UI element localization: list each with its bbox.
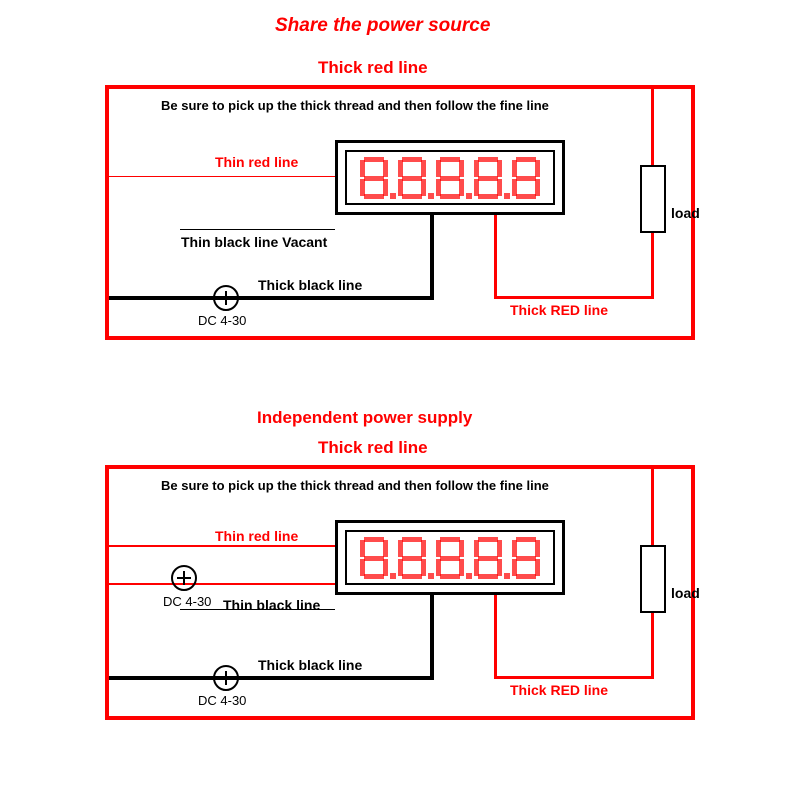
diagram2-title: Independent power supply xyxy=(257,408,472,428)
diagram1-instruction: Be sure to pick up the thick thread and … xyxy=(161,98,549,113)
diagram1-thick-black-label: Thick black line xyxy=(258,277,362,293)
diagram2-thin-black-label: Thin black line xyxy=(223,597,320,613)
diagram2-thick-red-line-h xyxy=(494,676,652,679)
diagram1-dc-label: DC 4-30 xyxy=(198,313,246,328)
diagram1-thick-red-line-h xyxy=(494,296,652,299)
diagram2-thin-red-label: Thin red line xyxy=(215,528,298,544)
diagram2-dc-symbol-2 xyxy=(213,665,239,691)
diagram1-dc-symbol xyxy=(213,285,239,311)
diagram2-load-wire-top xyxy=(651,469,654,547)
diagram2-subtitle: Thick red line xyxy=(318,438,428,458)
diagram2-thick-red-label: Thick RED line xyxy=(510,682,608,698)
diagram2-load-wire-bottom xyxy=(651,611,654,679)
diagram1-subtitle: Thick red line xyxy=(318,58,428,78)
diagram2-instruction: Be sure to pick up the thick thread and … xyxy=(161,478,549,493)
diagram2-dc-symbol-1 xyxy=(171,565,197,591)
diagram2-load-box xyxy=(640,545,666,613)
diagram2-thick-black-line-v xyxy=(430,594,434,680)
diagram1-thick-red-label: Thick RED line xyxy=(510,302,608,318)
diagram2-thick-red-line-v xyxy=(494,594,497,679)
diagram2-load-label: load xyxy=(671,585,700,601)
diagram2-digits xyxy=(360,537,540,579)
diagram1-thin-red-label: Thin red line xyxy=(215,154,298,170)
diagram2-display-inner xyxy=(345,530,555,585)
diagram1-thin-black-label: Thin black line Vacant xyxy=(181,234,327,250)
diagram2-dc-label-2: DC 4-30 xyxy=(198,693,246,708)
diagram1-digits xyxy=(360,157,540,199)
diagram1-load-wire-bottom xyxy=(651,231,654,299)
diagram2-thin-red-box xyxy=(105,545,337,585)
diagram2-dc-label-1: DC 4-30 xyxy=(163,594,211,609)
diagram1-load-box xyxy=(640,165,666,233)
diagram2-thick-black-line-h xyxy=(109,676,434,680)
diagram2-thick-black-label: Thick black line xyxy=(258,657,362,673)
diagram1-load-wire-top xyxy=(651,89,654,167)
diagram1-thin-black-line xyxy=(180,229,335,230)
diagram1-thin-red-line xyxy=(109,176,335,177)
diagram1-display-inner xyxy=(345,150,555,205)
diagram1-load-label: load xyxy=(671,205,700,221)
diagram1-thick-black-line-h xyxy=(109,296,434,300)
diagram1-title: Share the power source xyxy=(275,15,490,37)
diagram1-thick-red-line-v xyxy=(494,214,497,299)
diagram1-thick-black-line-v xyxy=(430,214,434,300)
